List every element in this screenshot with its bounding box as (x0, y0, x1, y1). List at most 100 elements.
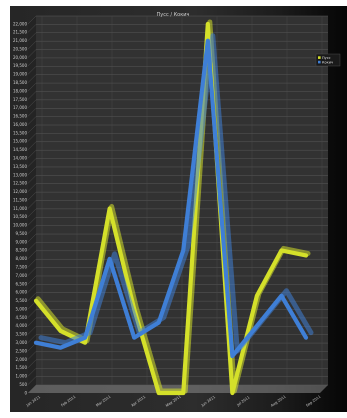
grid-line-side (27, 82, 37, 92)
grid-line-side (27, 191, 37, 201)
grid-line-side (27, 368, 37, 377)
y-tick-label: 10,500 (13, 214, 27, 219)
y-tick-label: 16,000 (13, 122, 27, 127)
y-tick-label: 10,000 (13, 223, 27, 228)
y-tick-label: 4,000 (16, 323, 28, 328)
y-tick-label: 15,500 (13, 130, 27, 135)
y-tick-label: 500 (19, 382, 27, 387)
grid-line-side (27, 124, 37, 134)
y-tick-label: 1,000 (16, 374, 28, 379)
grid-line-side (27, 200, 37, 209)
grid-line-side (27, 267, 37, 276)
y-tick-label: 3,000 (16, 340, 28, 345)
legend: Пусс Кокич (315, 53, 341, 67)
grid-line-side (27, 326, 37, 335)
y-tick-label: 8,000 (16, 256, 28, 261)
y-tick-label: 8,500 (16, 248, 28, 253)
y-tick-label: 21,500 (13, 30, 27, 35)
y-tick-label: 2,500 (16, 348, 28, 353)
grid-line-side (27, 49, 37, 58)
grid-line-side (27, 359, 37, 368)
chart-frame: 0 500 1,000 1,500 2,000 2,500 3,000 3,500 4,000 4… (10, 6, 347, 412)
y-tick-label: 22,000 (13, 21, 27, 26)
legend-swatch-b (318, 60, 321, 64)
grid-line-side (27, 334, 37, 343)
y-tick-label: 13,000 (13, 172, 27, 177)
y-tick-label: 11,000 (13, 206, 27, 211)
y-tick-label: 17,500 (13, 97, 27, 102)
x-tick-label: Jul 2011 (235, 395, 250, 407)
y-tick-label: 17,000 (13, 105, 27, 110)
y-tick-label: 20,500 (13, 46, 27, 51)
grid-line-side (27, 275, 37, 285)
grid-line-side (27, 342, 37, 352)
y-tick-label: 9,500 (16, 231, 28, 236)
y-tick-label: 1,500 (16, 365, 28, 370)
grid-line-side (27, 175, 37, 184)
grid-line-side (27, 91, 37, 100)
x-tick-label: Sep 2011 (305, 395, 321, 408)
grid-line-side (27, 233, 37, 243)
grid-line-side (27, 41, 37, 50)
legend-label-a: Пусс (322, 56, 331, 60)
grid-line-side (27, 250, 37, 259)
y-tick-label: 16,500 (13, 114, 27, 119)
grid-line-side (27, 108, 37, 117)
line-chart: 0 500 1,000 1,500 2,000 2,500 3,000 3,500 4,000 4… (13, 12, 341, 408)
grid-line-side (27, 351, 37, 360)
y-tick-label: 7,500 (16, 265, 28, 270)
y-tick-label: 21,000 (13, 38, 27, 43)
x-tick-label: Jan 2011 (25, 395, 41, 408)
grid-line-side (27, 225, 37, 234)
grid-line-side (27, 15, 37, 25)
x-tick-label: Feb 2011 (60, 395, 76, 408)
y-tick-label: 9,000 (16, 239, 28, 244)
series-line-b (33, 33, 314, 359)
y-tick-label: 13,500 (13, 164, 27, 169)
legend-swatch-a (318, 56, 321, 59)
y-tick-label: 4,500 (16, 315, 28, 320)
series-lines (33, 19, 314, 396)
y-tick-label: 15,000 (13, 139, 27, 144)
grid-line-side (27, 292, 37, 301)
grid-line-side (27, 376, 37, 385)
grid-line-side (27, 384, 37, 394)
chart-title: Пусс / Кокич (157, 12, 190, 18)
x-tick-label: Mar 2011 (95, 395, 111, 408)
legend-label-b: Кокич (322, 61, 333, 65)
grid-line-side (27, 158, 37, 167)
y-tick-label: 14,000 (13, 155, 27, 160)
legend-box (315, 53, 341, 67)
grid-line-side (27, 150, 37, 159)
grid-line-side (27, 32, 37, 41)
grid-line-side (27, 166, 37, 176)
grid-line-side (27, 217, 37, 226)
y-tick-label: 12,500 (13, 181, 27, 186)
y-tick-label: 18,000 (13, 88, 27, 93)
y-tick-label: 7,000 (16, 273, 28, 278)
grid-line-side (27, 74, 37, 83)
grid-line-side (27, 284, 37, 293)
grid-line-side (27, 317, 37, 327)
grid-line-side (27, 309, 37, 318)
y-tick-label: 5,500 (16, 298, 28, 303)
y-tick-label: 6,500 (16, 281, 28, 286)
y-tick-label: 18,500 (13, 80, 27, 85)
grid-line-side (27, 24, 37, 33)
y-tick-label: 3,500 (16, 332, 28, 337)
grid-line-side (27, 66, 37, 75)
x-tick-label: Aug 2011 (270, 395, 286, 408)
grid-line-side (27, 300, 37, 310)
x-tick-label: May 2011 (165, 394, 182, 407)
grid-line-side (27, 116, 37, 125)
series-path (33, 38, 309, 359)
grid-line-side (27, 208, 37, 218)
y-tick-label: 12,000 (13, 189, 27, 194)
y-tick-label: 11,500 (13, 197, 27, 202)
grid-line-side (27, 259, 37, 268)
grid-line-side (27, 183, 37, 192)
y-tick-label: 6,000 (16, 290, 28, 295)
grid-lines (27, 15, 328, 394)
grid-line-side (27, 57, 37, 67)
y-tick-label: 0 (24, 390, 27, 395)
